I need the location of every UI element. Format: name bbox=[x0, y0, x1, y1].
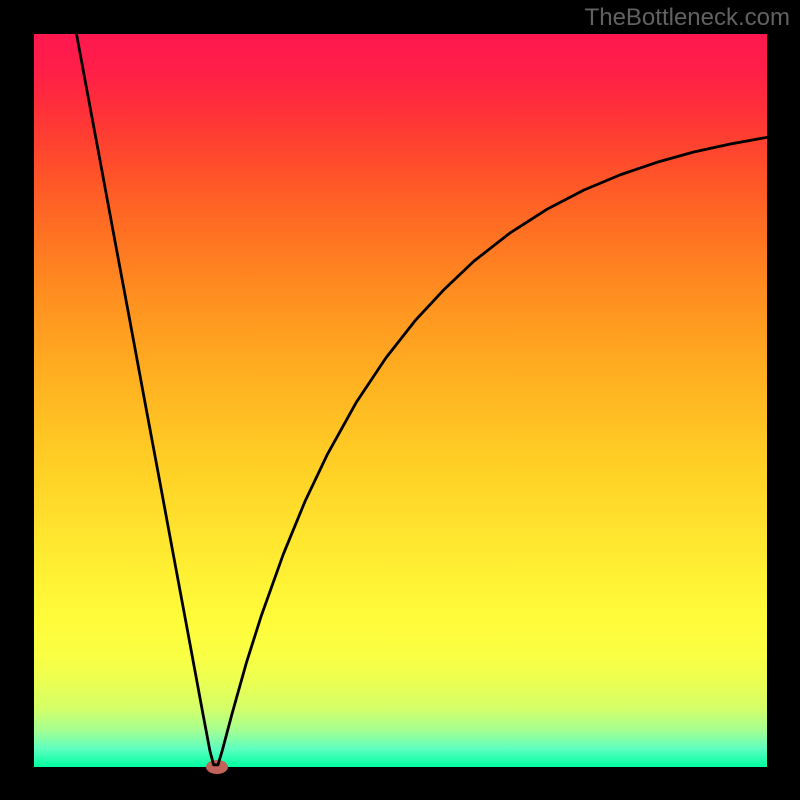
chart-container: TheBottleneck.com bbox=[0, 0, 800, 800]
curve-svg bbox=[34, 34, 767, 767]
bottleneck-curve bbox=[77, 34, 767, 765]
plot-area bbox=[34, 34, 767, 767]
watermark-text: TheBottleneck.com bbox=[585, 4, 790, 32]
